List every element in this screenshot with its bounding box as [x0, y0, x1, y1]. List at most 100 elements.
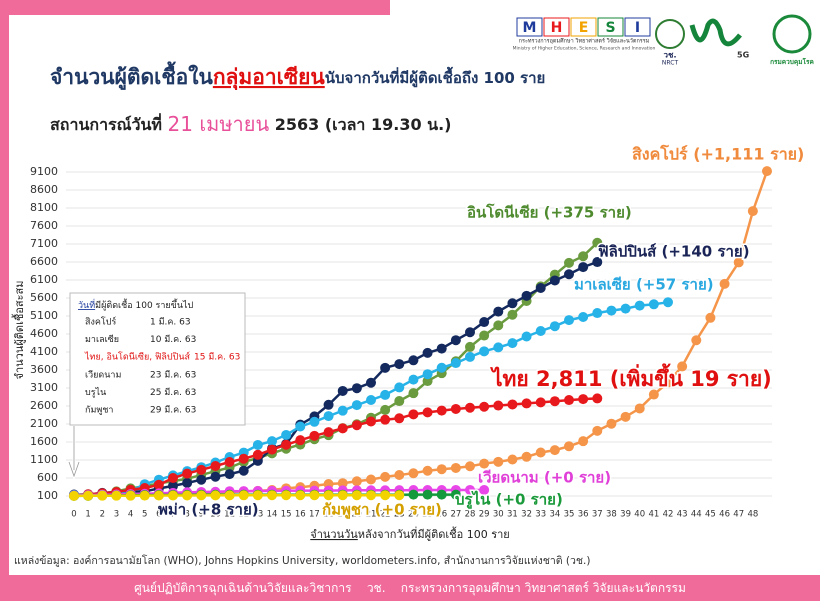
- y-tick-label: 600: [37, 471, 58, 484]
- data-point: [196, 490, 207, 501]
- x-label-part: จำนวนวัน: [310, 528, 358, 541]
- data-point: [295, 435, 306, 446]
- y-tick-label: 4600: [30, 327, 58, 340]
- data-point: [549, 275, 560, 286]
- y-tick-label: 5100: [30, 309, 58, 322]
- plot: 1006001100160021002600310036004100460051…: [30, 142, 806, 521]
- data-point: [592, 257, 603, 268]
- x-tick-label: 35: [564, 510, 575, 520]
- data-point: [450, 489, 461, 500]
- data-point: [493, 342, 504, 353]
- data-point: [450, 358, 461, 369]
- series-label: มาเลเซีย (+57 ราย): [574, 276, 714, 294]
- data-point: [564, 315, 574, 326]
- data-point: [465, 402, 475, 413]
- subtitle-date: 21 เมษายน: [168, 112, 270, 136]
- data-point: [450, 335, 461, 346]
- data-point: [535, 326, 546, 337]
- data-point: [210, 490, 221, 501]
- data-point: [663, 297, 673, 308]
- data-point: [380, 389, 391, 400]
- logo-letter-box: [597, 17, 624, 37]
- data-point: [578, 251, 589, 262]
- title-part: จำนวนผู้ติดเชื้อใน: [50, 61, 213, 91]
- y-tick-label: 7100: [30, 237, 58, 250]
- data-point: [281, 490, 292, 501]
- source-note: แหล่งข้อมูล: องค์การอนามัยโลก (WHO), Joh…: [14, 554, 590, 567]
- data-point: [465, 327, 475, 338]
- y-tick-label: 8100: [30, 201, 58, 214]
- data-point: [719, 278, 730, 289]
- data-point: [182, 490, 193, 501]
- data-point: [578, 436, 589, 447]
- x-tick-label: 6: [156, 510, 161, 520]
- x-tick-label: 23: [394, 510, 405, 520]
- data-point: [196, 474, 207, 485]
- logo-letter-box: [516, 17, 543, 37]
- ddc-emblem: [772, 14, 812, 54]
- series-label: เวียดนาม (+0 ราย): [478, 469, 611, 487]
- data-point: [366, 490, 376, 501]
- inset-country: ไทย, อินโดนีเซีย, ฟิลิปปินส์: [84, 351, 190, 363]
- series-label: กัมพูชา (+0 ราย): [322, 501, 442, 520]
- x-tick-label: 38: [606, 510, 617, 520]
- data-point: [337, 423, 348, 434]
- y-tick-label: 2600: [30, 399, 58, 412]
- logo-letter: E: [579, 20, 589, 36]
- data-point: [479, 401, 490, 412]
- data-point: [394, 359, 405, 370]
- y-tick-label: 6600: [30, 255, 58, 268]
- data-point: [295, 421, 306, 432]
- data-point: [366, 395, 376, 406]
- data-point: [380, 362, 391, 373]
- x-tick-label: 33: [535, 510, 546, 520]
- x-tick-label: 10: [210, 510, 221, 520]
- data-point: [111, 490, 122, 501]
- ministry-th: กระทรวงการอุดมศึกษา วิทยาศาสตร์ วิจัยและ…: [519, 38, 650, 45]
- data-point: [705, 312, 716, 323]
- data-point: [507, 454, 518, 465]
- data-point: [238, 490, 249, 501]
- nrct-emblem: [655, 19, 685, 49]
- data-point: [592, 237, 603, 248]
- inset-date: 1 มี.ค. 63: [150, 317, 191, 328]
- data-point: [422, 347, 433, 358]
- data-point: [337, 490, 348, 501]
- x-tick-label: 12: [238, 510, 249, 520]
- data-point: [521, 451, 532, 462]
- data-point: [422, 376, 433, 387]
- data-point: [366, 377, 376, 388]
- data-point: [337, 405, 348, 416]
- data-point: [238, 453, 249, 464]
- data-point: [422, 369, 433, 380]
- series-label: อินโดนีเซีย (+375 ราย): [467, 203, 632, 222]
- x-tick-label: 25: [422, 510, 433, 520]
- data-point: [479, 458, 490, 469]
- x-tick-label: 2: [100, 510, 105, 520]
- inset-date: 15 มี.ค. 63: [194, 352, 240, 363]
- data-point: [252, 439, 263, 450]
- data-point: [139, 490, 150, 501]
- data-point: [224, 469, 235, 480]
- data-point: [394, 396, 405, 407]
- inset-header: วันที่มีผู้ติดเชื้อ 100 รายขึ้นไป: [78, 298, 194, 311]
- data-point: [281, 429, 292, 440]
- data-point: [323, 490, 334, 501]
- x-tick-label: 45: [705, 510, 716, 520]
- inset-country: สิงคโปร์: [85, 316, 116, 328]
- inset-country: เวียดนาม: [85, 369, 121, 380]
- data-point: [436, 405, 447, 416]
- data-point: [196, 464, 207, 475]
- data-point: [507, 338, 518, 349]
- data-point: [521, 290, 532, 301]
- data-point: [564, 257, 574, 268]
- data-point: [564, 269, 574, 280]
- data-point: [648, 299, 659, 310]
- footer-text: ศูนย์ปฏิบัติการฉุกเฉินด้านวิจัยและวิชากา…: [134, 581, 686, 596]
- data-point: [465, 341, 475, 352]
- data-point: [380, 404, 391, 415]
- data-point: [210, 471, 221, 482]
- data-point: [564, 395, 574, 406]
- x-tick-label: 1: [85, 510, 90, 520]
- data-point: [323, 411, 334, 422]
